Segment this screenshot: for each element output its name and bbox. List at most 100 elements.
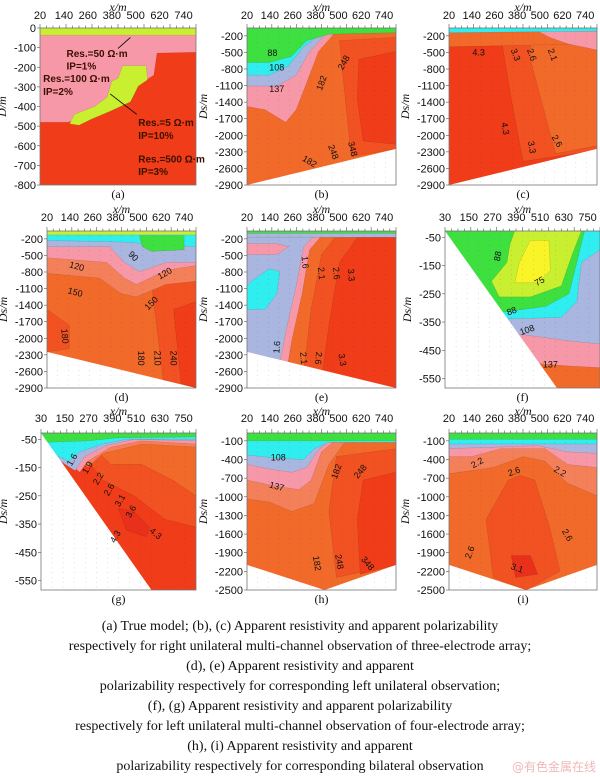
y-axis-label: Ds/m — [0, 297, 10, 324]
x-tick-label: 140 — [261, 10, 279, 22]
x-tick-label: 150 — [56, 413, 74, 425]
x-tick-label: 510 — [531, 212, 549, 224]
y-tick-label: -1400 — [15, 300, 43, 312]
y-tick-label: -550 — [419, 374, 441, 386]
panel-caption: (g) — [112, 592, 126, 606]
panel-caption: (b) — [315, 187, 329, 201]
panel-caption: (f) — [517, 390, 529, 404]
x-tick-label: 500 — [531, 413, 549, 425]
x-tick-label: 740 — [375, 212, 393, 224]
y-tick-label: -1700 — [215, 317, 243, 329]
contour-plot — [41, 433, 196, 590]
y-axis-label: Ds/m — [0, 499, 10, 526]
y-tick-label: -100 — [221, 436, 243, 448]
contour-label: 182 — [311, 555, 323, 572]
y-tick-label: -2600 — [417, 163, 445, 175]
y-axis-label: Ds/m — [400, 297, 414, 324]
x-tick-label: 20 — [241, 413, 253, 425]
contour-label: 4.3 — [499, 121, 511, 135]
x-tick-label: 740 — [375, 10, 393, 22]
caption-line: (d), (e) Apparent resistivity and appare… — [186, 659, 414, 674]
y-tick-label: -150 — [15, 463, 37, 475]
x-axis-label: x/m — [312, 202, 331, 216]
panel-caption: (i) — [517, 592, 528, 606]
y-tick-label: -1900 — [417, 548, 445, 560]
y-tick-label: -1100 — [418, 81, 445, 93]
contour-label: 108 — [269, 62, 284, 72]
contour-label: 2.6 — [313, 352, 324, 365]
y-tick-label: -600 — [14, 141, 36, 153]
y-tick-label: -400 — [221, 454, 243, 466]
panel-caption: (e) — [315, 390, 328, 404]
y-tick-label: -2300 — [215, 350, 243, 362]
panel-d: 20 140 260 380 500 620 740 x/m -200 -500 -800 -1100… — [0, 202, 197, 404]
contour-region — [514, 240, 551, 283]
contour-label: 137 — [269, 84, 284, 94]
contour-region — [118, 508, 150, 537]
contour-plot — [449, 433, 597, 590]
x-tick-label: 500 — [329, 212, 347, 224]
y-tick-label: -2200 — [215, 566, 243, 578]
x-tick-label: 620 — [352, 10, 370, 22]
y-tick-label: -300 — [14, 82, 36, 94]
contour-plot — [247, 231, 396, 388]
x-tick-label: 140 — [463, 10, 481, 22]
contour-label: 75 — [533, 274, 547, 288]
contour-label: 2.6 — [525, 47, 539, 62]
contour-label: 2.1 — [546, 47, 560, 62]
y-tick-label: -500 — [423, 47, 445, 59]
contour-label: 88 — [505, 305, 518, 318]
y-tick-label: -2900 — [215, 383, 243, 395]
contour-label: 1.6 — [271, 341, 282, 354]
contour-plot — [47, 231, 196, 388]
contour-region — [41, 433, 196, 443]
x-axis-label: x/m — [513, 202, 532, 216]
x-tick-label: 620 — [152, 212, 170, 224]
model-annotation: IP=3% — [138, 167, 168, 178]
contour-label: 90 — [126, 249, 140, 263]
model-annotation: IP=10% — [138, 131, 173, 142]
panel-caption: (h) — [315, 592, 329, 606]
y-tick-label: -1700 — [417, 114, 445, 126]
y-tick-label: -500 — [221, 47, 243, 59]
contour-label: 108 — [518, 323, 536, 338]
y-tick-label: -1700 — [215, 114, 243, 126]
y-tick-label: -200 — [221, 31, 243, 43]
contour-plot — [449, 28, 597, 185]
contour-region — [485, 475, 561, 590]
y-tick-label: -2300 — [215, 147, 243, 159]
contour-label: 3.3 — [346, 268, 357, 281]
y-tick-label: -1000 — [417, 492, 445, 504]
y-tick-label: -1600 — [215, 529, 243, 541]
x-tick-label: 500 — [127, 10, 145, 22]
contour-region — [530, 35, 597, 154]
y-tick-label: -500 — [14, 121, 36, 133]
y-axis-label: Ds/m — [196, 297, 210, 324]
x-tick-label: 380 — [103, 10, 121, 22]
y-tick-label: -800 — [14, 180, 36, 192]
panel-b: 20 140 260 380 500 620 740 x/m -200 -500 -800 -1100… — [196, 0, 397, 201]
y-tick-label: -800 — [221, 267, 243, 279]
x-tick-label: 390 — [507, 212, 525, 224]
y-tick-label: -200 — [21, 234, 43, 246]
x-tick-label: 20 — [443, 413, 455, 425]
x-tick-label: 380 — [508, 413, 526, 425]
contour-label: 4.3 — [472, 47, 485, 57]
contour-region — [526, 564, 597, 590]
x-tick-label: 630 — [555, 212, 573, 224]
contour-region — [247, 231, 396, 234]
contour-region — [449, 148, 597, 185]
y-tick-label: -1100 — [16, 284, 43, 296]
y-tick-label: -1300 — [417, 510, 445, 522]
y-tick-label: -200 — [14, 62, 36, 74]
y-tick-label: -500 — [21, 250, 43, 262]
y-tick-label: -1600 — [417, 529, 445, 541]
x-tick-label: 140 — [55, 10, 73, 22]
panel-caption: (d) — [115, 390, 129, 404]
contour-region — [247, 564, 325, 590]
panel-a: 20 140 260 380 500 620 740 x/m 0 -100 -200 -300 -400… — [0, 0, 205, 201]
contour-plot — [247, 28, 396, 185]
x-tick-label: 500 — [329, 10, 347, 22]
contour-label: 182 — [314, 74, 329, 92]
contour-label: 1.6 — [300, 256, 311, 269]
